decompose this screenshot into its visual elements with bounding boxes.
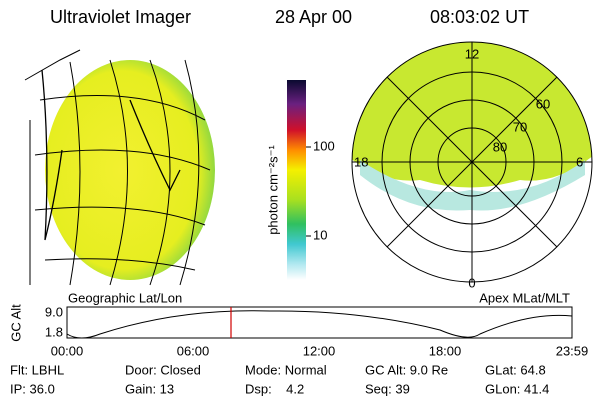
info-field: Door: Closed [125, 362, 201, 377]
info-field: Mode: Normal [245, 362, 327, 377]
info-field: Seq: 39 [365, 381, 410, 396]
info-field: Gain: 13 [125, 381, 174, 396]
time-tick-label: 18:00 [429, 343, 462, 358]
info-field: GLat: 64.8 [485, 362, 546, 377]
polar-label: 80 [493, 139, 507, 154]
polar-label: 12 [465, 46, 479, 61]
polar-plot [351, 41, 593, 283]
altitude-plot [66, 306, 573, 339]
polar-label: 60 [536, 96, 550, 111]
info-field: IP: 36.0 [10, 381, 55, 396]
globe-image [24, 49, 215, 286]
alt-tick-label: 1.8 [45, 324, 63, 339]
polar-label: 6 [576, 154, 583, 169]
date: 28 Apr 00 [275, 7, 352, 27]
info-field: Flt: LBHL [10, 362, 64, 377]
info-field: GLon: 41.4 [485, 381, 549, 396]
colorbar-tick-label: 100 [313, 138, 335, 153]
info-field: Dsp: 4.2 [245, 381, 304, 396]
colorbar-label: photon cm⁻²s⁻¹ [265, 145, 280, 235]
time: 08:03:02 UT [430, 7, 529, 27]
colorbar-tick-label: 10 [313, 227, 327, 242]
time-tick-label: 23:59 [556, 343, 589, 358]
panel-caption: Apex MLat/MLT [479, 290, 570, 305]
polar-label: 18 [354, 154, 368, 169]
polar-label: 70 [513, 119, 527, 134]
time-tick-label: 00:00 [51, 343, 84, 358]
title: Ultraviolet Imager [50, 7, 191, 27]
alt-axis-label: GC Alt [8, 304, 23, 342]
time-tick-label: 12:00 [303, 343, 336, 358]
info-block: Flt: LBHL Door: Closed Mode: Normal GC Alt:… [10, 362, 549, 396]
alt-tick-label: 9.0 [45, 304, 63, 319]
colorbar [287, 80, 306, 280]
polar-label: 0 [468, 275, 475, 290]
time-tick-label: 06:00 [177, 343, 210, 358]
info-field: GC Alt: 9.0 Re [365, 362, 448, 377]
panel-caption: Geographic Lat/Lon [68, 290, 182, 305]
